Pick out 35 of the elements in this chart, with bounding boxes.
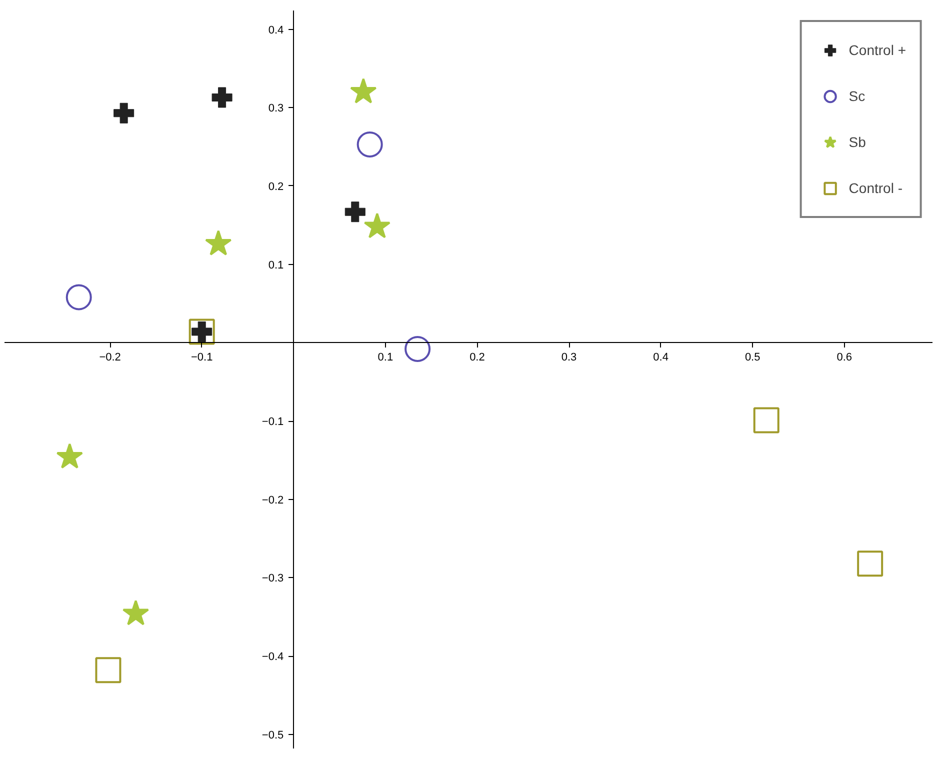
- y-tick-label: −0.2: [262, 494, 284, 506]
- point: [66, 284, 92, 310]
- y-tick-label: 0.4: [268, 24, 284, 36]
- x-tick-label: 0.3: [561, 352, 577, 364]
- y-tick-label: 0.1: [268, 259, 284, 272]
- point: [344, 202, 366, 222]
- y-tick-label: −0.5: [262, 729, 284, 742]
- y-tick-label: −0.4: [262, 651, 284, 664]
- y-tick-label: 0.2: [268, 180, 284, 193]
- point: [364, 212, 391, 238]
- legend-label: Control -: [848, 180, 902, 196]
- point: [212, 87, 232, 108]
- y-tick-label: 0.3: [268, 102, 284, 115]
- x-tick-label: −0.1: [190, 352, 213, 364]
- point: [114, 102, 134, 124]
- point: [56, 443, 84, 469]
- point: [753, 407, 780, 434]
- y-tick-label: −0.3: [262, 572, 284, 585]
- x-tick-label: 0.2: [470, 352, 485, 364]
- x-tick-label: 0.4: [653, 352, 668, 364]
- point: [857, 550, 884, 577]
- x-tick-label: 0.6: [836, 352, 852, 364]
- point: [205, 230, 232, 256]
- legend-label: Sc: [848, 88, 866, 104]
- point: [356, 131, 383, 158]
- x-tick-label: 0.5: [744, 352, 760, 364]
- x-tick-label: −0.2: [99, 352, 121, 364]
- point: [95, 657, 122, 684]
- point: [122, 600, 150, 626]
- point: [404, 336, 431, 362]
- legend-label: Control +: [848, 42, 906, 58]
- legend-label: Sb: [848, 134, 867, 150]
- y-tick-label: −0.1: [262, 416, 284, 428]
- x-tick-label: 0.1: [378, 352, 394, 364]
- point: [350, 78, 377, 104]
